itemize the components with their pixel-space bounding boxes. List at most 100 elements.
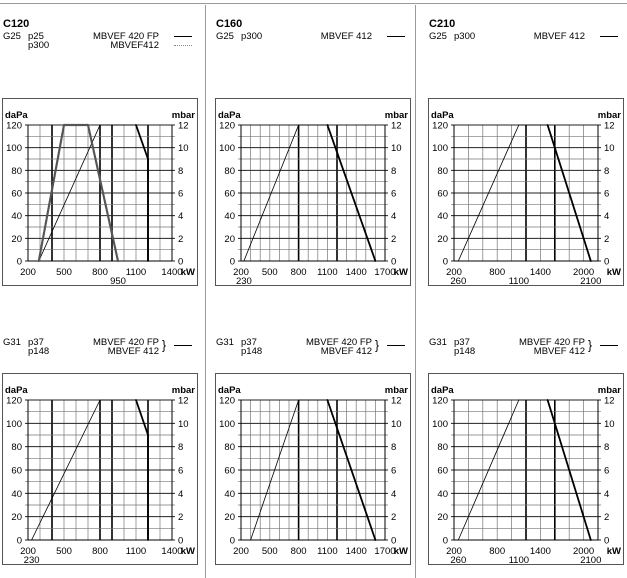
y-tick-label: 0 [17, 257, 22, 268]
chart-frame [2, 98, 198, 286]
y-axis-label: daPa [5, 385, 28, 396]
series-segment [546, 124, 592, 262]
y2-axis-label: mbar [172, 385, 196, 396]
model-label: MBVEF 420 FP [519, 337, 585, 348]
chart-frame [2, 373, 198, 565]
x-tick-label: 800 [489, 546, 505, 557]
brace-icon: } [375, 337, 380, 353]
panel-title: C120 [3, 18, 30, 30]
y2-tick-label: 10 [391, 143, 402, 154]
pressure-label: p37 [28, 337, 44, 348]
y-tick-label: 100 [432, 143, 448, 154]
x-tick-label: 500 [262, 546, 278, 557]
x-tick-label: 500 [56, 267, 72, 278]
y-tick-label: 80 [437, 442, 448, 453]
brace-icon: } [588, 337, 593, 353]
y-tick-label: 120 [432, 121, 448, 132]
y2-tick-label: 10 [604, 419, 615, 430]
y-tick-label: 80 [224, 166, 235, 177]
legend-line-solid [174, 36, 192, 37]
x-tick-label: 800 [291, 267, 307, 278]
y2-tick-label: 4 [178, 489, 183, 500]
x-marker-label: 950 [110, 276, 126, 287]
y2-tick-label: 4 [391, 489, 396, 500]
y2-tick-label: 10 [391, 419, 402, 430]
y2-tick-label: 6 [604, 189, 609, 200]
gas-type: G25 [429, 31, 447, 42]
chart-frame [215, 373, 411, 565]
y-tick-label: 60 [437, 189, 448, 200]
x-tick-label: 1100 [317, 546, 337, 557]
legend-line-solid [387, 36, 405, 37]
y2-tick-label: 4 [604, 211, 609, 222]
y2-tick-label: 8 [178, 442, 183, 453]
y2-axis-label: mbar [172, 110, 196, 121]
y2-tick-label: 2 [178, 512, 183, 523]
panel-title: C210 [429, 18, 456, 30]
y2-tick-label: 8 [604, 166, 609, 177]
y-axis-label: daPa [5, 110, 28, 121]
y-tick-label: 40 [437, 211, 448, 222]
y-tick-label: 40 [224, 211, 235, 222]
y2-axis-label: mbar [598, 110, 622, 121]
series-segment [86, 123, 120, 263]
legend-line-solid [387, 345, 405, 346]
y-tick-label: 60 [437, 466, 448, 477]
y2-tick-label: 6 [391, 466, 396, 477]
y-tick-label: 20 [224, 512, 235, 523]
y-tick-label: 120 [219, 121, 235, 132]
y2-tick-label: 0 [178, 257, 183, 268]
y-tick-label: 100 [432, 419, 448, 430]
x-marker-label: 230 [24, 555, 40, 566]
x-marker-label: 2100 [580, 276, 601, 287]
y2-axis-label: mbar [598, 385, 622, 396]
y-tick-label: 80 [224, 442, 235, 453]
series-segment [250, 399, 299, 541]
x-tick-label: 200 [446, 546, 462, 557]
x-tick-label: 1700 [374, 546, 395, 557]
y2-tick-label: 2 [604, 234, 609, 245]
x-tick-label: 1100 [126, 267, 146, 278]
y-tick-label: 0 [17, 536, 22, 547]
pressure-label: p300 [28, 40, 50, 51]
x-tick-label: 1400 [161, 267, 182, 278]
y-axis-label: daPa [218, 110, 241, 121]
x-tick-label: 1400 [346, 267, 367, 278]
y2-tick-label: 2 [178, 234, 183, 245]
y-tick-label: 0 [230, 257, 235, 268]
x-tick-label: 500 [262, 267, 278, 278]
x-tick-label: 1400 [530, 267, 551, 278]
y-tick-label: 0 [443, 257, 448, 268]
y-tick-label: 120 [6, 121, 22, 132]
y2-tick-label: 12 [604, 396, 615, 407]
y-tick-label: 60 [11, 466, 22, 477]
y-tick-label: 80 [11, 442, 22, 453]
y2-tick-label: 0 [391, 536, 396, 547]
y2-tick-label: 4 [604, 489, 609, 500]
x-tick-label: 1100 [126, 546, 146, 557]
model-label: MBVEF 420 FP [93, 337, 159, 348]
y-tick-label: 100 [219, 143, 235, 154]
y2-tick-label: 10 [178, 419, 189, 430]
series-segment [457, 399, 520, 541]
legend-line-solid [174, 345, 192, 346]
x-unit-label: kW [607, 267, 621, 278]
column-divider [415, 5, 416, 578]
model-label: MBVEF412 [110, 40, 159, 51]
y-tick-label: 100 [219, 419, 235, 430]
model-label: MBVEF 420 FP [306, 337, 372, 348]
y2-tick-label: 10 [178, 143, 189, 154]
y-tick-label: 0 [230, 536, 235, 547]
series-segment [326, 124, 377, 262]
y-axis-label: daPa [218, 385, 241, 396]
top-rule [0, 3, 627, 4]
x-tick-label: 2000 [573, 267, 594, 278]
model-label: MBVEF 412 [533, 31, 585, 42]
series-segment [37, 123, 66, 263]
y-tick-label: 100 [6, 419, 22, 430]
series-segment [31, 399, 101, 541]
y-tick-label: 20 [11, 512, 22, 523]
series-segment [135, 399, 149, 436]
column-divider [205, 5, 206, 578]
y-tick-label: 120 [219, 396, 235, 407]
